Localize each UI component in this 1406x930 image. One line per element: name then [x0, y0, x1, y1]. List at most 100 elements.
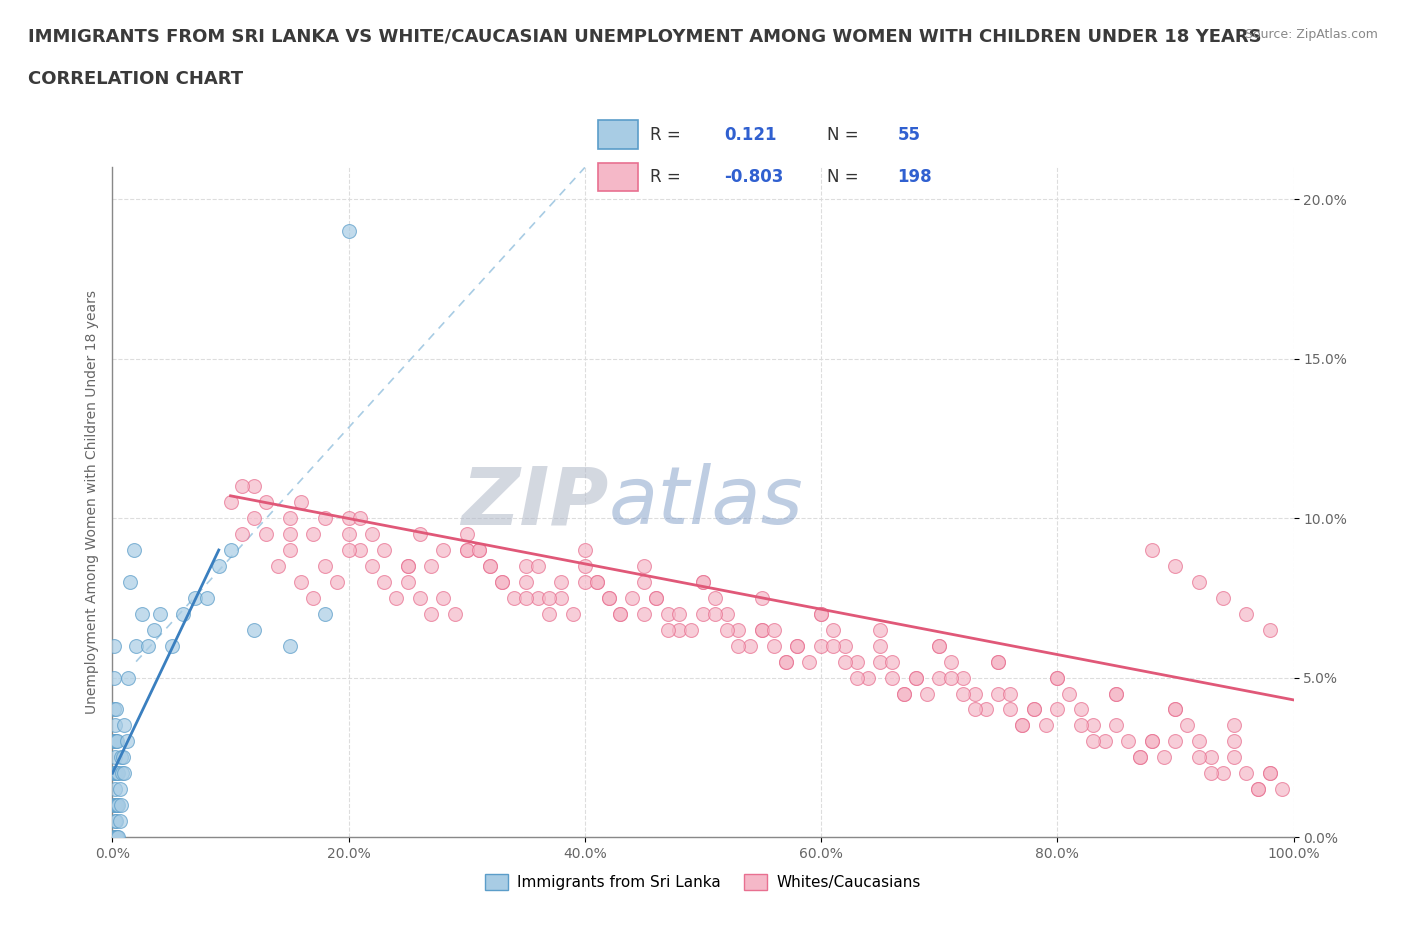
- Point: [195, 591, 218, 605]
- Text: 55: 55: [897, 126, 921, 143]
- Point: [103, 798, 125, 813]
- Point: [111, 765, 134, 780]
- Point: [1105, 686, 1128, 701]
- Point: [1164, 702, 1187, 717]
- Point: [1129, 750, 1152, 764]
- Point: [385, 591, 408, 605]
- Point: [515, 575, 537, 590]
- Point: [105, 798, 128, 813]
- Point: [1070, 718, 1092, 733]
- Point: [105, 830, 128, 844]
- Point: [267, 559, 290, 574]
- Point: [243, 622, 266, 637]
- Point: [1164, 734, 1187, 749]
- Point: [526, 591, 548, 605]
- Point: [880, 671, 903, 685]
- Point: [104, 782, 127, 797]
- Point: [396, 559, 419, 574]
- Legend: Immigrants from Sri Lanka, Whites/Caucasians: Immigrants from Sri Lanka, Whites/Caucas…: [479, 868, 927, 897]
- Point: [904, 671, 927, 685]
- Point: [456, 542, 478, 557]
- Point: [290, 495, 312, 510]
- FancyBboxPatch shape: [599, 163, 638, 192]
- Point: [290, 575, 312, 590]
- Point: [845, 671, 868, 685]
- Text: Source: ZipAtlas.com: Source: ZipAtlas.com: [1244, 28, 1378, 41]
- Point: [703, 591, 725, 605]
- Point: [112, 718, 135, 733]
- Point: [963, 702, 986, 717]
- Point: [538, 606, 561, 621]
- Point: [880, 654, 903, 669]
- Point: [444, 606, 467, 621]
- Point: [692, 606, 714, 621]
- Point: [302, 591, 325, 605]
- Point: [515, 591, 537, 605]
- Point: [1188, 734, 1211, 749]
- FancyBboxPatch shape: [599, 121, 638, 149]
- Point: [727, 638, 749, 653]
- Point: [869, 622, 891, 637]
- Point: [1247, 782, 1270, 797]
- Point: [105, 765, 128, 780]
- Point: [952, 671, 974, 685]
- Point: [1116, 734, 1139, 749]
- Point: [1212, 765, 1234, 780]
- Point: [727, 622, 749, 637]
- Text: N =: N =: [827, 126, 858, 143]
- Point: [337, 542, 360, 557]
- Point: [893, 686, 915, 701]
- Point: [834, 638, 856, 653]
- Point: [1247, 782, 1270, 797]
- Point: [1046, 671, 1069, 685]
- Point: [491, 575, 513, 590]
- Point: [479, 559, 502, 574]
- Point: [337, 224, 360, 239]
- Point: [845, 654, 868, 669]
- Point: [1011, 718, 1033, 733]
- Point: [105, 830, 128, 844]
- Point: [1234, 765, 1257, 780]
- Point: [172, 606, 194, 621]
- Point: [609, 606, 631, 621]
- Point: [703, 606, 725, 621]
- Point: [1234, 606, 1257, 621]
- Point: [1199, 750, 1222, 764]
- Point: [326, 575, 349, 590]
- Point: [254, 526, 277, 541]
- Point: [963, 686, 986, 701]
- Point: [105, 814, 128, 829]
- Text: atlas: atlas: [609, 463, 803, 541]
- Point: [1212, 591, 1234, 605]
- Point: [621, 591, 644, 605]
- Point: [716, 622, 738, 637]
- Point: [657, 622, 679, 637]
- Point: [432, 591, 454, 605]
- Point: [349, 542, 371, 557]
- Point: [550, 591, 572, 605]
- Point: [103, 702, 125, 717]
- Point: [103, 638, 125, 653]
- Point: [1164, 559, 1187, 574]
- Point: [775, 654, 797, 669]
- Text: CORRELATION CHART: CORRELATION CHART: [28, 70, 243, 87]
- Point: [1223, 718, 1246, 733]
- Point: [928, 638, 950, 653]
- Point: [108, 782, 131, 797]
- Text: IMMIGRANTS FROM SRI LANKA VS WHITE/CAUCASIAN UNEMPLOYMENT AMONG WOMEN WITH CHILD: IMMIGRANTS FROM SRI LANKA VS WHITE/CAUCA…: [28, 28, 1261, 46]
- Point: [810, 606, 832, 621]
- Point: [104, 750, 127, 764]
- Point: [105, 798, 128, 813]
- Point: [692, 575, 714, 590]
- Point: [110, 750, 132, 764]
- Point: [110, 798, 132, 813]
- Point: [1022, 702, 1045, 717]
- Point: [987, 654, 1010, 669]
- Text: 0.121: 0.121: [724, 126, 778, 143]
- Point: [692, 575, 714, 590]
- Point: [420, 559, 443, 574]
- Point: [107, 765, 129, 780]
- Point: [278, 526, 301, 541]
- Point: [515, 559, 537, 574]
- Point: [1223, 734, 1246, 749]
